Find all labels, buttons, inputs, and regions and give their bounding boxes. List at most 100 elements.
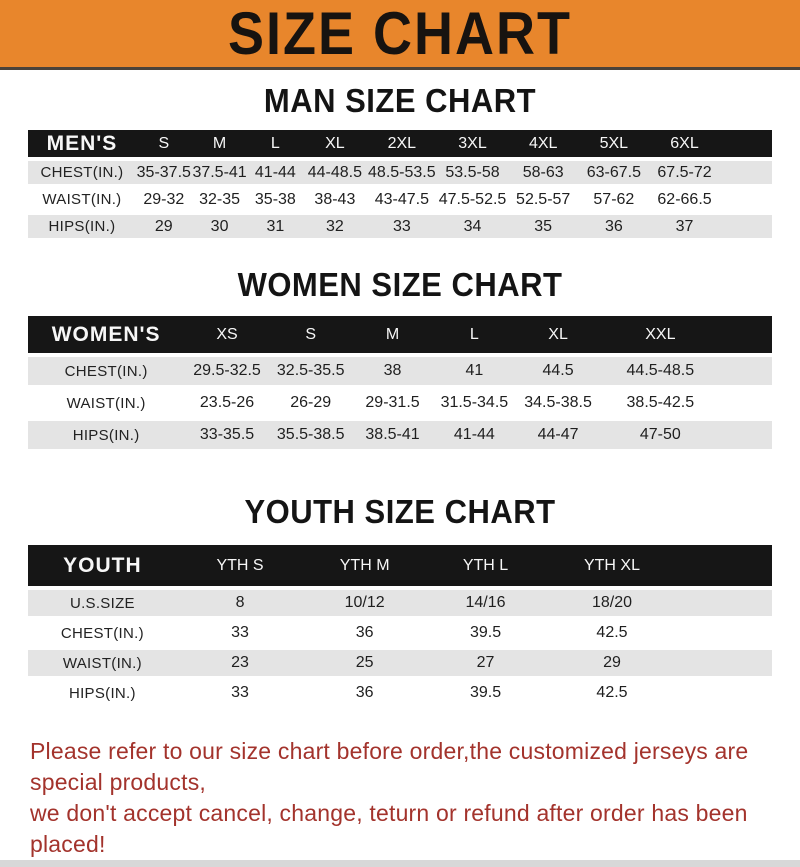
size-value-cell: 38.5-42.5 (600, 389, 720, 417)
filler-cell (719, 316, 772, 353)
size-value-cell: 18/20 (545, 590, 679, 616)
size-value-cell: 14/16 (426, 590, 546, 616)
size-value-cell: 39.5 (426, 620, 546, 646)
size-value-cell: 42.5 (545, 680, 679, 706)
size-column-header: 6XL (649, 130, 720, 157)
size-value-cell: 44.5-48.5 (600, 357, 720, 385)
size-value-cell: 32 (303, 215, 367, 238)
size-column-header: L (247, 130, 304, 157)
filler-cell (678, 620, 772, 646)
size-value-cell: 52.5-57 (507, 188, 579, 211)
size-column-header: 3XL (437, 130, 508, 157)
row-label: WAIST(IN.) (28, 389, 185, 417)
size-value-cell: 62-66.5 (649, 188, 720, 211)
row-label: HIPS(IN.) (28, 680, 177, 706)
size-value-cell: 39.5 (426, 680, 546, 706)
footer-line-1: Please refer to our size chart before or… (30, 738, 749, 795)
size-value-cell: 34 (437, 215, 508, 238)
size-value-cell: 29 (135, 215, 192, 238)
size-value-cell: 41-44 (433, 421, 516, 449)
size-column-header: YTH M (303, 545, 427, 586)
size-value-cell: 32.5-35.5 (269, 357, 352, 385)
filler-cell (719, 215, 772, 238)
size-value-cell: 43-47.5 (366, 188, 438, 211)
size-column-header: YTH XL (545, 545, 679, 586)
bottom-strip (0, 860, 800, 867)
size-column-header: 2XL (366, 130, 438, 157)
size-value-cell: 37 (649, 215, 720, 238)
table-corner-label: WOMEN'S (28, 316, 185, 353)
footer-line-2: we don't accept cancel, change, teturn o… (30, 800, 748, 857)
size-column-header: M (191, 130, 248, 157)
row-label: HIPS(IN.) (28, 421, 185, 449)
size-value-cell: 23 (176, 650, 304, 676)
size-column-header: L (433, 316, 516, 353)
youth-size-table: YOUTH YTH S YTH M YTH L YTH XL U.S.SIZE 8 10/12… (28, 541, 772, 710)
size-value-cell: 31.5-34.5 (433, 389, 516, 417)
row-label: HIPS(IN.) (28, 215, 136, 238)
filler-cell (678, 545, 772, 586)
size-value-cell: 29.5-32.5 (184, 357, 270, 385)
banner-title: SIZE CHART (228, 0, 572, 68)
size-column-header: XS (184, 316, 270, 353)
size-value-cell: 35-38 (247, 188, 304, 211)
row-label: CHEST(IN.) (28, 161, 136, 184)
women-section: WOMEN SIZE CHART WOMEN'S XS S M L XL XXL CHEST(… (0, 242, 800, 453)
size-value-cell: 33 (176, 680, 304, 706)
size-column-header: XXL (600, 316, 720, 353)
size-value-cell: 30 (191, 215, 248, 238)
size-column-header: M (351, 316, 434, 353)
size-column-header: 4XL (507, 130, 579, 157)
size-column-header: YTH S (176, 545, 304, 586)
row-label: WAIST(IN.) (28, 188, 136, 211)
size-value-cell: 44-47 (515, 421, 601, 449)
size-column-header: YTH L (426, 545, 546, 586)
size-value-cell: 33 (176, 620, 304, 646)
size-value-cell: 26-29 (269, 389, 352, 417)
filler-cell (719, 161, 772, 184)
size-value-cell: 42.5 (545, 620, 679, 646)
size-value-cell: 33 (366, 215, 438, 238)
filler-cell (719, 389, 772, 417)
size-column-header: S (135, 130, 192, 157)
size-value-cell: 33-35.5 (184, 421, 270, 449)
size-value-cell: 38.5-41 (351, 421, 434, 449)
filler-cell (719, 357, 772, 385)
size-value-cell: 58-63 (507, 161, 579, 184)
size-value-cell: 48.5-53.5 (366, 161, 438, 184)
size-column-header: S (269, 316, 352, 353)
size-value-cell: 36 (578, 215, 650, 238)
size-value-cell: 41-44 (247, 161, 304, 184)
size-value-cell: 47-50 (600, 421, 720, 449)
men-section: MAN SIZE CHART MEN'S S M L XL 2XL 3XL 4XL 5XL 6XL… (0, 70, 800, 242)
women-table-wrap: WOMEN'S XS S M L XL XXL CHEST(IN.) 29.5-32.5 32.5… (0, 312, 800, 453)
size-column-header: 5XL (578, 130, 650, 157)
size-value-cell: 53.5-58 (437, 161, 508, 184)
men-section-heading: MAN SIZE CHART (263, 81, 537, 120)
table-corner-label: YOUTH (28, 545, 177, 586)
youth-section: YOUTH SIZE CHART YOUTH YTH S YTH M YTH L YTH… (0, 453, 800, 710)
filler-cell (678, 590, 772, 616)
youth-table-wrap: YOUTH YTH S YTH M YTH L YTH XL U.S.SIZE 8 10/12… (0, 541, 800, 710)
size-value-cell: 35-37.5 (135, 161, 192, 184)
size-value-cell: 44-48.5 (303, 161, 367, 184)
size-value-cell: 47.5-52.5 (437, 188, 508, 211)
size-value-cell: 44.5 (515, 357, 601, 385)
filler-cell (719, 130, 772, 157)
size-column-header: XL (515, 316, 601, 353)
table-corner-label: MEN'S (28, 130, 136, 157)
size-value-cell: 32-35 (191, 188, 248, 211)
row-label: CHEST(IN.) (28, 357, 185, 385)
size-value-cell: 38-43 (303, 188, 367, 211)
size-value-cell: 35 (507, 215, 579, 238)
size-value-cell: 34.5-38.5 (515, 389, 601, 417)
size-value-cell: 35.5-38.5 (269, 421, 352, 449)
size-value-cell: 29-31.5 (351, 389, 434, 417)
size-value-cell: 8 (176, 590, 304, 616)
size-value-cell: 36 (303, 680, 427, 706)
size-value-cell: 63-67.5 (578, 161, 650, 184)
men-table-wrap: MEN'S S M L XL 2XL 3XL 4XL 5XL 6XL CHEST(IN.) 35-37… (0, 126, 800, 242)
size-column-header: XL (303, 130, 367, 157)
filler-cell (678, 680, 772, 706)
size-value-cell: 36 (303, 620, 427, 646)
